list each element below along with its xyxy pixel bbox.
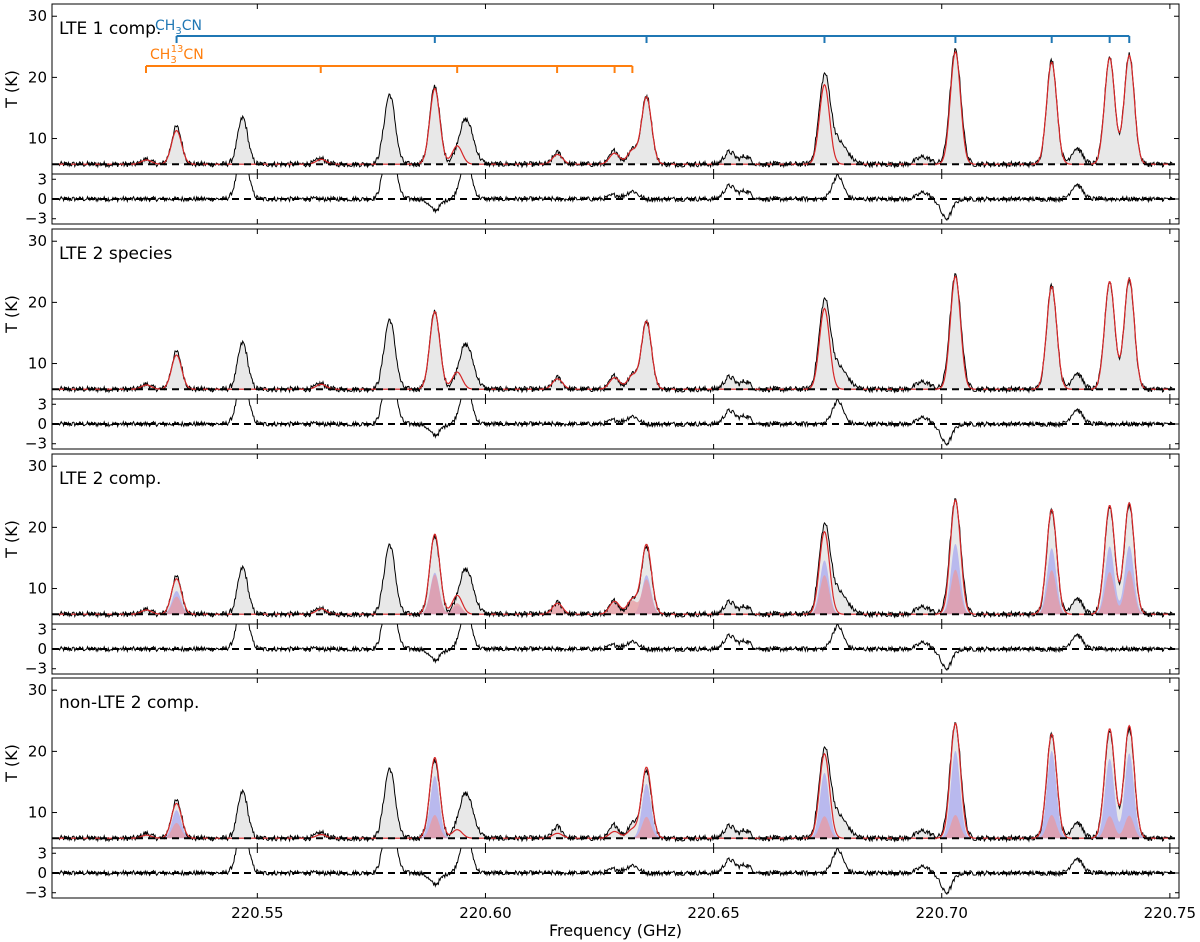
main-plot-area	[58, 498, 1173, 619]
y-tick-label: 20	[28, 293, 47, 311]
x-tick-label: 220.60	[459, 904, 512, 922]
model-spectrum	[58, 275, 1173, 390]
y-axis-label: T (K)	[2, 295, 21, 334]
residual-y-tick-label: −3	[25, 660, 47, 678]
residual-y-tick-label: 3	[37, 170, 47, 188]
model-spectrum	[58, 499, 1173, 615]
y-tick-label: 20	[28, 518, 47, 536]
residual-spectrum	[58, 624, 1173, 672]
observed-fill	[58, 722, 1173, 839]
panel-label: LTE 2 species	[59, 244, 173, 264]
observed-fill	[58, 273, 1173, 390]
main-axes-frame	[51, 453, 1180, 625]
component-a-fill	[58, 750, 1173, 839]
y-tick-label: 20	[28, 742, 47, 760]
y-tick-label: 10	[28, 580, 47, 598]
panel-2: 10 20 30 −3 0 3 T (K) LTE 2 species	[2, 228, 1180, 453]
observed-spectrum	[58, 273, 1173, 394]
residual-y-tick-label: 0	[37, 415, 47, 433]
residual-spectrum	[58, 848, 1173, 896]
y-tick-label: 10	[28, 130, 47, 148]
residual-y-tick-label: −3	[25, 210, 47, 228]
x-tick-label: 220.55	[231, 904, 284, 922]
residual-plot-area	[58, 174, 1173, 222]
residual-plot-area	[58, 399, 1173, 447]
main-axes-frame	[51, 3, 1180, 175]
y-axis-label: T (K)	[2, 744, 21, 783]
panel-label: LTE 2 comp.	[59, 469, 161, 489]
observed-spectrum	[58, 722, 1173, 843]
y-tick-label: 10	[28, 355, 47, 373]
marker-label: CH313CN	[150, 44, 204, 66]
y-tick-label: 10	[28, 804, 47, 822]
y-axis-label: T (K)	[2, 520, 21, 559]
x-tick-label: 220.75	[1144, 904, 1197, 922]
y-tick-label: 30	[28, 232, 47, 250]
residual-y-tick-label: −3	[25, 884, 47, 902]
y-tick-label: 20	[28, 68, 47, 86]
residual-spectrum	[58, 399, 1173, 447]
x-tick-label: 220.70	[915, 904, 968, 922]
residual-y-tick-label: 0	[37, 640, 47, 658]
main-plot-area	[58, 722, 1173, 843]
panel-3: 10 20 30 −3 0 3 T (K) LTE 2 comp.	[2, 453, 1180, 678]
panel-label: non-LTE 2 comp.	[59, 693, 199, 713]
observed-fill	[58, 498, 1173, 615]
main-plot-area	[58, 273, 1173, 394]
panel-1: 10 20 30 −3 0 3 T (K) LTE 1 comp.	[2, 3, 1180, 228]
model-spectrum	[58, 722, 1173, 839]
panel-4: 10 20 30 −3 0 3 T (K) non-LTE 2 comp.	[2, 677, 1180, 902]
marker-label: CH3CN	[155, 18, 202, 37]
residual-spectrum	[58, 174, 1173, 222]
residual-y-tick-label: 0	[37, 864, 47, 882]
component-b-fill	[58, 569, 1173, 615]
main-axes-frame	[51, 677, 1180, 849]
component-a-fill	[58, 544, 1173, 615]
y-tick-label: 30	[28, 457, 47, 475]
residual-y-tick-label: 3	[37, 620, 47, 638]
observed-spectrum	[58, 498, 1173, 619]
y-tick-label: 30	[28, 681, 47, 699]
x-tick-label: 220.65	[687, 904, 740, 922]
residual-y-tick-label: 3	[37, 395, 47, 413]
component-b-fill	[58, 815, 1173, 839]
y-tick-label: 30	[28, 7, 47, 25]
residual-y-tick-label: 0	[37, 190, 47, 208]
x-axis-label: Frequency (GHz)	[549, 921, 682, 940]
line-marker-CH3-13CN: CH313CN	[144, 44, 634, 73]
line-marker-CH3CN: CH3CN	[155, 18, 1131, 43]
residual-y-tick-label: −3	[25, 435, 47, 453]
panel-label: LTE 1 comp.	[59, 19, 161, 39]
residual-plot-area	[58, 848, 1173, 896]
y-axis-label: T (K)	[2, 70, 21, 109]
residual-y-tick-label: 3	[37, 844, 47, 862]
main-axes-frame	[51, 228, 1180, 400]
residual-plot-area	[58, 624, 1173, 672]
